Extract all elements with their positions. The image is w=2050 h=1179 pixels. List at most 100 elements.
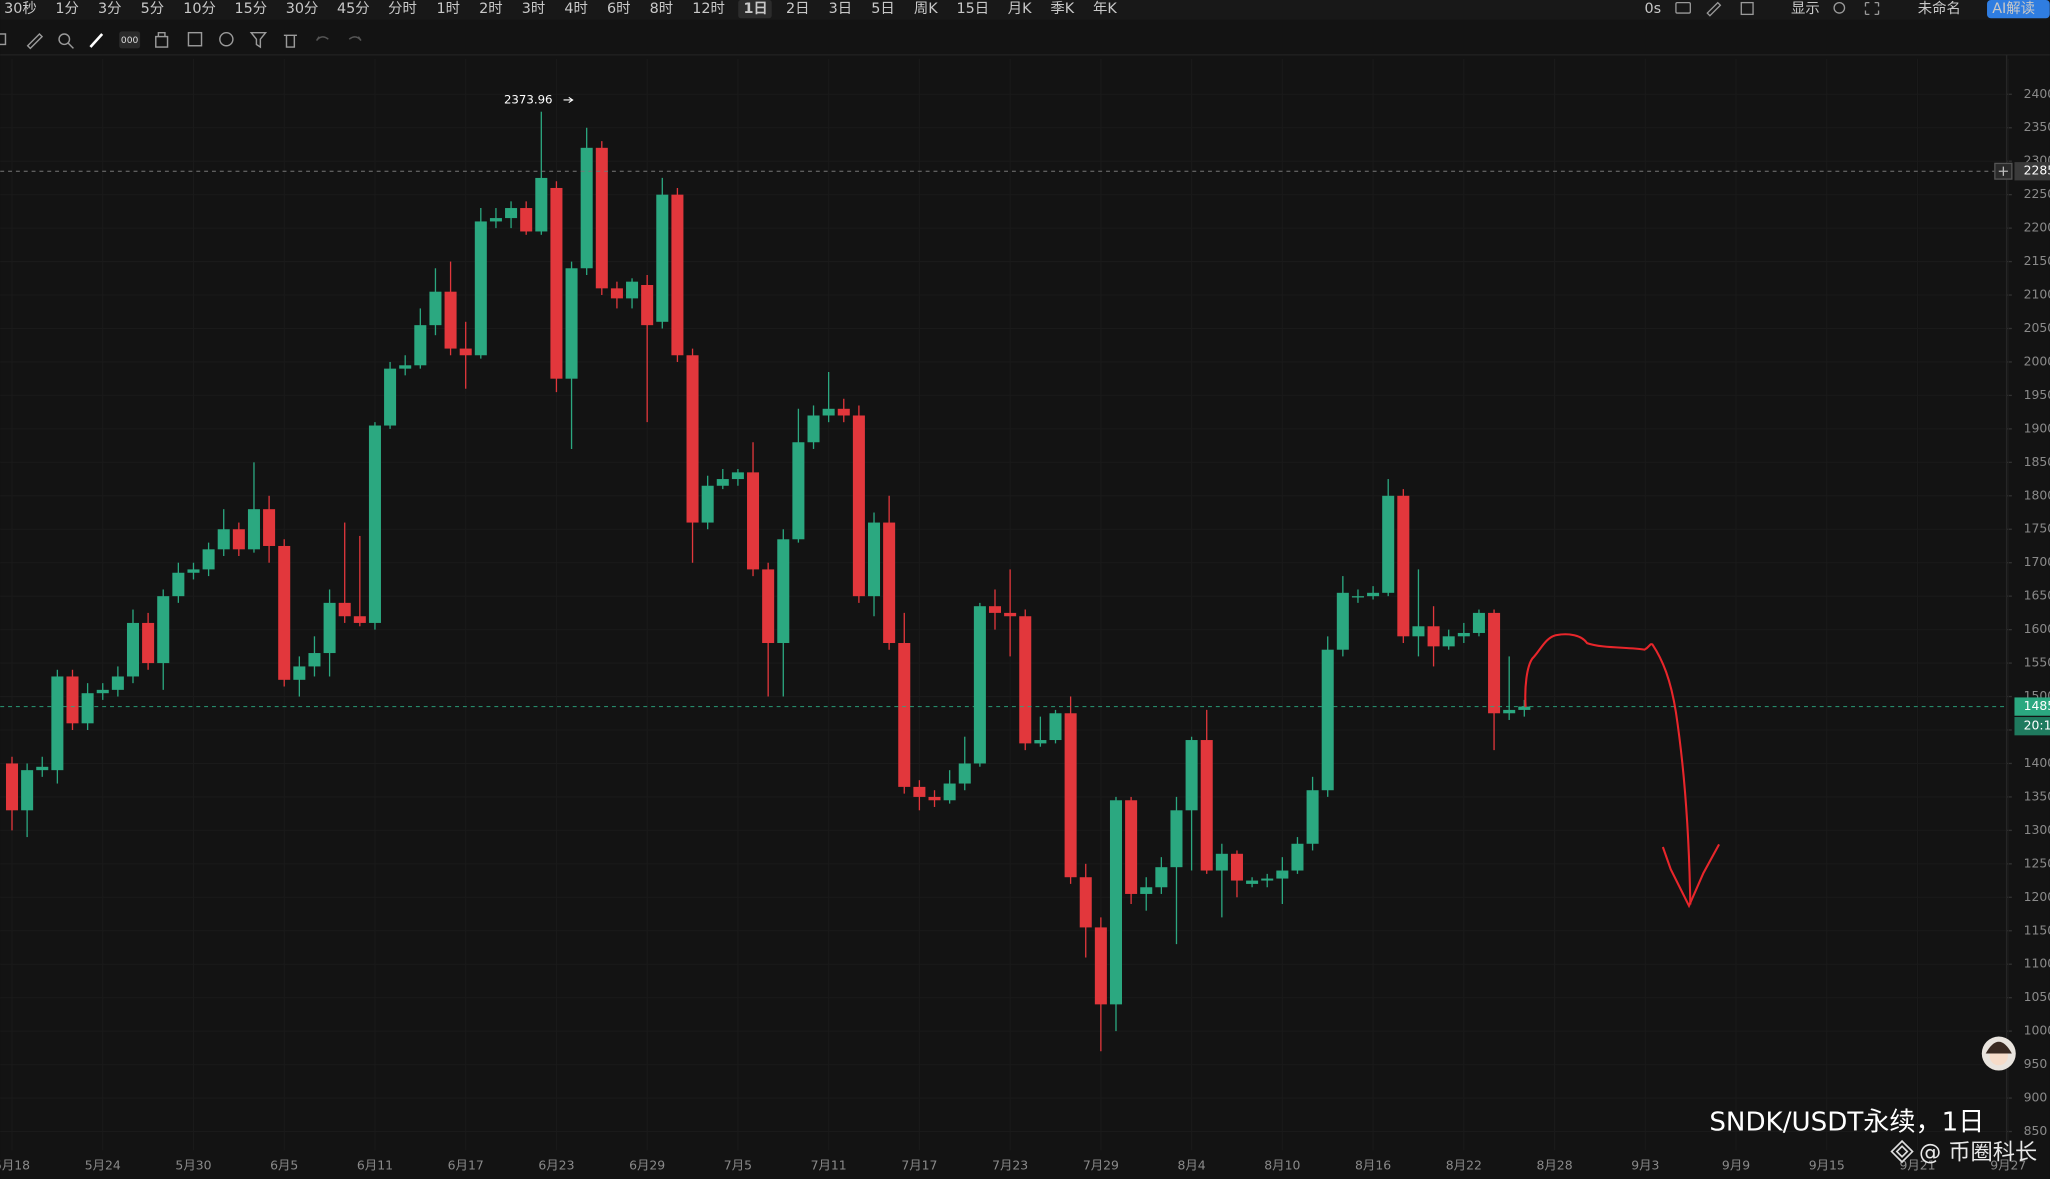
tool-icon[interactable]: [67, 42, 74, 49]
last-price-label: 1485: [2024, 698, 2050, 713]
tool-icon[interactable]: [26, 32, 44, 50]
candle-body: [1019, 616, 1032, 744]
toolbar-button[interactable]: 显示: [1791, 1, 1820, 17]
interval-button[interactable]: 2日: [786, 1, 810, 17]
y-tick-label: 1750: [2024, 521, 2050, 536]
interval-button[interactable]: 月K: [1008, 1, 1032, 17]
tool-icon[interactable]: [89, 33, 104, 48]
window-icon[interactable]: [1740, 1, 1754, 16]
interval-button[interactable]: 15分: [234, 0, 267, 17]
fullscreen-icon[interactable]: [1864, 1, 1880, 16]
candle-body: [1109, 800, 1122, 1005]
interval-button[interactable]: 30分: [286, 0, 319, 17]
candle-body: [852, 415, 865, 597]
x-tick-label: 9月15: [1809, 1157, 1845, 1172]
candle-body: [81, 693, 94, 724]
x-tick-label: 5月24: [85, 1157, 121, 1172]
interval-button[interactable]: 年K: [1093, 0, 1117, 17]
interval-button[interactable]: 10分: [183, 0, 216, 17]
candle-body: [247, 509, 260, 550]
interval-button[interactable]: 30秒: [4, 0, 37, 17]
candle-body: [883, 522, 896, 644]
interval-button[interactable]: 3日: [829, 1, 853, 17]
candle-body: [626, 281, 639, 299]
last-price-label-bg: [2014, 697, 2050, 716]
candle-body: [142, 622, 155, 664]
candle-body: [595, 147, 608, 289]
ai-button[interactable]: AI解读: [1992, 0, 2035, 17]
candle-body: [1185, 740, 1198, 811]
toolbar-bg: [0, 0, 2050, 20]
interval-button[interactable]: 2时: [479, 0, 503, 17]
interval-active-bg: [738, 0, 772, 19]
y-tick-label: 1850: [2024, 454, 2050, 469]
interval-button[interactable]: 8时: [650, 0, 674, 17]
interval-button[interactable]: 6时: [607, 0, 631, 17]
toolbar-button[interactable]: 0s: [1645, 1, 1662, 17]
watermark-logo: [1890, 1139, 1914, 1164]
interval-button[interactable]: 4时: [564, 0, 587, 17]
top-right-icons[interactable]: [1675, 1, 1880, 17]
tool-icon[interactable]: [283, 34, 297, 48]
interval-button[interactable]: 分时: [388, 0, 417, 17]
tool-icon[interactable]: [155, 35, 169, 48]
candle-body: [172, 572, 185, 597]
candle-body: [66, 676, 79, 724]
y-tick-label: 2400: [2024, 86, 2050, 101]
edit-icon[interactable]: [1706, 1, 1722, 17]
y-tick-label: 1200: [2024, 889, 2050, 904]
y-tick-label: 1550: [2024, 655, 2050, 670]
tool-icon[interactable]: [348, 36, 362, 41]
interval-button[interactable]: 45分: [337, 0, 370, 17]
interval-button[interactable]: 3时: [522, 0, 546, 17]
crosshair-label-bg: [2014, 162, 2050, 181]
candle-body: [1488, 612, 1501, 714]
interval-button[interactable]: 5日: [871, 1, 895, 17]
tool-icon[interactable]: [119, 31, 141, 49]
interval-button[interactable]: 季K: [1050, 0, 1074, 17]
interval-button[interactable]: 5分: [141, 0, 165, 17]
candle-body: [1367, 592, 1380, 597]
interval-button[interactable]: 周K: [914, 1, 938, 17]
camera-icon[interactable]: [1675, 1, 1691, 14]
ai-button-bg[interactable]: [1987, 0, 2050, 19]
annotation-arrow: [1524, 633, 1692, 905]
toolbar-button[interactable]: 未命名: [1918, 0, 1961, 17]
x-tick-label: 6月23: [538, 1157, 574, 1172]
candle-body: [535, 177, 548, 232]
y-tick-label: 1150: [2024, 922, 2050, 937]
tool-icon[interactable]: [187, 31, 203, 47]
candle-body: [263, 509, 276, 546]
tool-icon[interactable]: [157, 31, 166, 37]
interval-button[interactable]: 1日: [743, 0, 767, 17]
candle-body: [1306, 790, 1319, 844]
drawing-tools[interactable]: 000: [0, 31, 362, 50]
tool-icon[interactable]: [58, 33, 71, 46]
tool-icon[interactable]: [249, 31, 268, 49]
candle-body: [1472, 612, 1485, 633]
tool-icon[interactable]: [0, 33, 7, 46]
tool-icon[interactable]: 000: [121, 36, 139, 46]
y-tick-label: 1100: [2024, 956, 2050, 971]
interval-button[interactable]: 3分: [98, 0, 122, 17]
y-tick-label: 850: [2024, 1123, 2048, 1138]
candle-body: [217, 529, 230, 550]
tool-icon[interactable]: [219, 31, 234, 47]
crosshair-label: 2285: [2024, 163, 2050, 178]
interval-button[interactable]: 1分: [55, 0, 79, 17]
candle-body: [36, 766, 49, 771]
interval-button[interactable]: 1时: [437, 0, 461, 17]
settings-icon[interactable]: [1833, 1, 1846, 14]
x-tick-label: 6月17: [448, 1157, 484, 1172]
interval-button[interactable]: 12时: [692, 0, 725, 17]
x-tick-label: 9月27: [1990, 1157, 2026, 1172]
candle-body: [762, 569, 775, 644]
candle-body: [837, 408, 850, 416]
candle-body: [1276, 870, 1289, 879]
tool-icon[interactable]: [315, 36, 329, 41]
interval-button[interactable]: 15日: [957, 1, 990, 17]
candle-body: [1291, 843, 1304, 871]
candle-body: [126, 622, 139, 677]
candle-body: [1155, 867, 1168, 888]
y-tick-label: 2250: [2024, 186, 2050, 201]
